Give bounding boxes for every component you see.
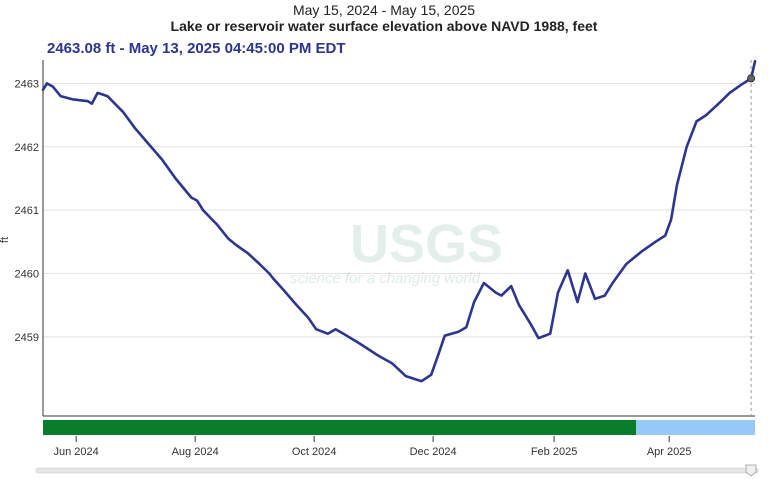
approval-bands xyxy=(43,420,755,435)
y-tick-label: 2463 xyxy=(15,78,39,90)
hover-readout: 2463.08 ft - May 13, 2025 04:45:00 PM ED… xyxy=(47,40,346,57)
x-tick-label: Jun 2024 xyxy=(54,446,99,458)
hover-point-marker[interactable] xyxy=(747,74,756,83)
approval-band-approved xyxy=(43,420,637,435)
y-tick-label: 2459 xyxy=(15,332,39,344)
y-tick-label: 2461 xyxy=(15,205,39,217)
y-tick-label: 2460 xyxy=(15,268,39,280)
scrollbar-track[interactable] xyxy=(35,467,759,474)
usgs-watermark-tagline: science for a changing world xyxy=(290,270,481,287)
chart-date-range: May 15, 2024 - May 15, 2025 xyxy=(292,2,476,18)
usgs-watermark-logo: USGS xyxy=(350,214,503,274)
gridlines xyxy=(43,82,755,338)
y-tick-label: 2462 xyxy=(15,142,39,154)
series-line[interactable] xyxy=(41,60,757,383)
time-scrollbar[interactable] xyxy=(35,464,759,477)
approval-band-provisional xyxy=(636,420,755,435)
x-tick-label: Aug 2024 xyxy=(172,446,219,458)
x-tick-label: Oct 2024 xyxy=(292,446,337,458)
chart-title: Lake or reservoir water surface elevatio… xyxy=(170,18,598,34)
x-tick-label: Apr 2025 xyxy=(647,446,692,458)
x-tick-label: Dec 2024 xyxy=(410,446,457,458)
y-tick-labels: 2459 2460 2461 2462 2463 xyxy=(15,78,39,343)
scrollbar-handle[interactable] xyxy=(745,464,757,477)
usgs-watermark: USGS science for a changing world xyxy=(290,214,503,287)
x-tick-labels: Jun 2024 Aug 2024 Oct 2024 Dec 2024 Feb 2025… xyxy=(54,436,692,458)
y-axis-label: ft xyxy=(0,237,11,243)
x-tick-label: Feb 2025 xyxy=(531,446,577,458)
